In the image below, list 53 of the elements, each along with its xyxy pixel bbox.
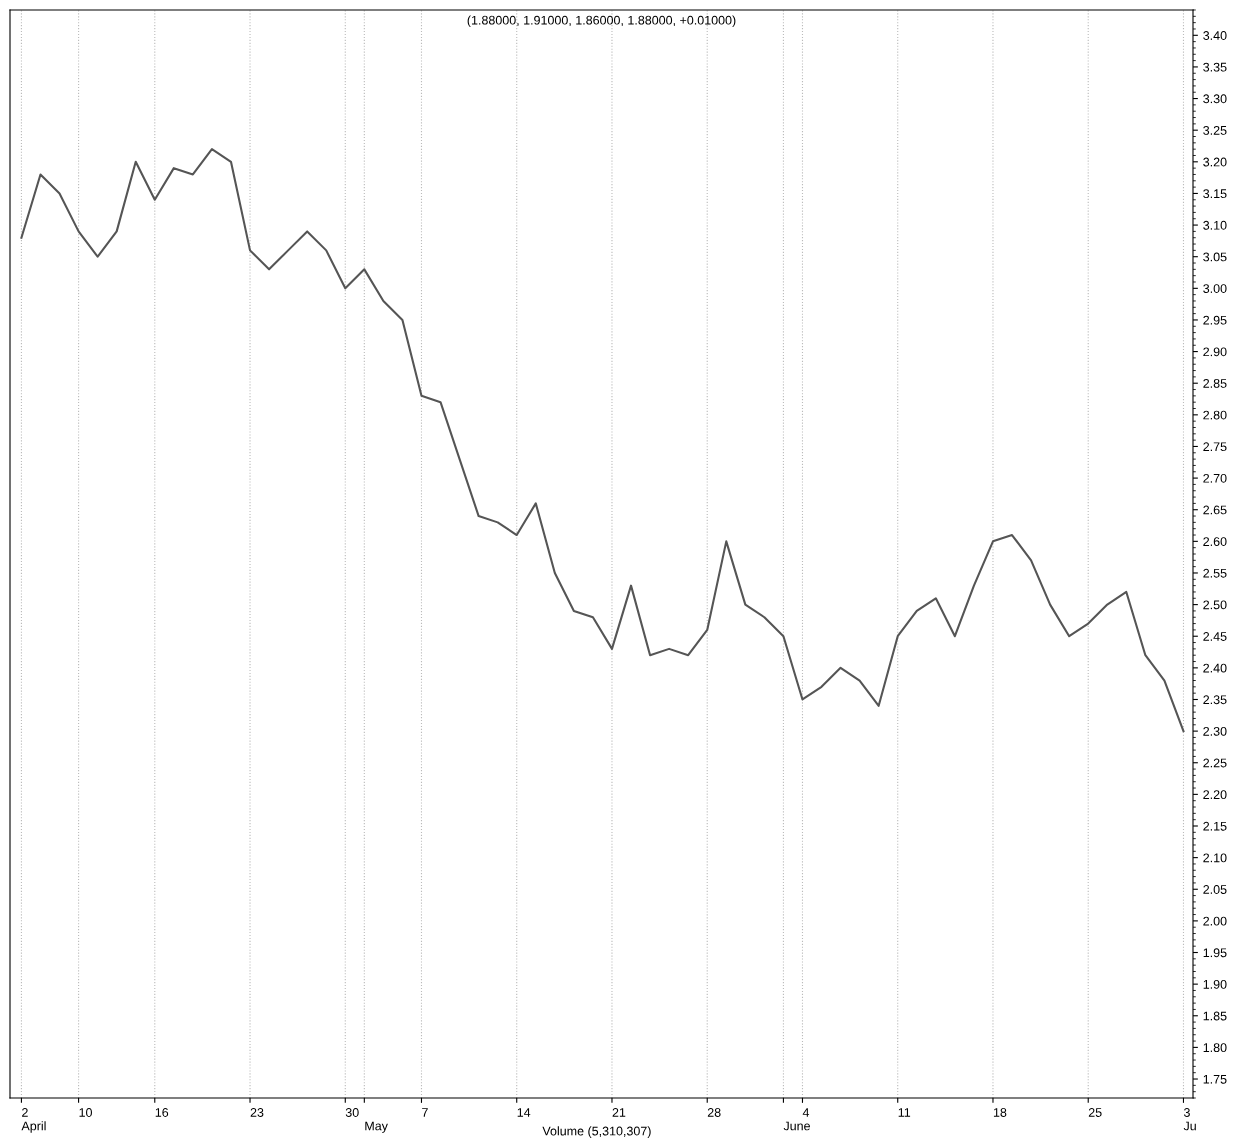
y-tick-label: 2.80 [1203, 410, 1227, 420]
y-tick-label: 2.90 [1203, 347, 1227, 357]
y-tick-label: 2.95 [1203, 315, 1227, 325]
y-tick-label: 3.25 [1203, 125, 1227, 135]
x-tick-label: 3 Ju [1183, 1108, 1196, 1131]
x-tick-label: 10 [79, 1108, 92, 1117]
y-tick-label: 2.10 [1203, 853, 1227, 863]
y-tick-label: 3.30 [1203, 94, 1227, 104]
x-tick-label: 14 [517, 1108, 531, 1117]
y-tick-label: 2.75 [1203, 442, 1227, 452]
x-tick-label: 7 [422, 1108, 428, 1117]
y-tick-label: 2.20 [1203, 790, 1227, 800]
y-tick-label: 3.05 [1203, 252, 1227, 262]
y-tick-label: 3.10 [1203, 220, 1227, 230]
y-tick-label: 3.35 [1203, 62, 1227, 72]
y-tick-label: 3.20 [1203, 157, 1227, 167]
x-tick-label: May [365, 1121, 388, 1133]
text: Volume (5,310,307) [542, 1126, 651, 1138]
x-tick-label: 25 [1088, 1108, 1102, 1117]
y-tick-label: 3.40 [1203, 31, 1227, 40]
y-tick-label: 2.15 [1203, 821, 1227, 831]
y-tick-label: 1.85 [1203, 1011, 1227, 1021]
x-tick-label: 2 April [21, 1108, 46, 1133]
y-tick-label: 2.05 [1203, 885, 1227, 894]
y-tick-label: 2.65 [1203, 505, 1227, 515]
y-tick-label: 2.30 [1203, 726, 1227, 736]
y-tick-label: 1.95 [1203, 948, 1227, 958]
x-tick-label: 28 [707, 1108, 721, 1117]
y-tick-label: 2.70 [1203, 473, 1227, 483]
y-tick-label: 3.15 [1203, 189, 1227, 199]
chart-title: (1.88000, 1.91000, 1.86000, 1.88000, +0.01000) [467, 15, 736, 28]
x-tick-label: 16 [155, 1108, 169, 1117]
y-tick-label: 2.45 [1203, 632, 1227, 641]
y-tick-label: 2.25 [1203, 758, 1227, 768]
line-series [20, 148, 1185, 733]
y-tick-label: 1.80 [1203, 1043, 1227, 1053]
y-tick-label: 2.55 [1203, 568, 1227, 578]
y-tick-label: 1.75 [1203, 1074, 1227, 1084]
y-tick-label: 1.90 [1203, 979, 1227, 989]
y-tick-label: 2.85 [1203, 379, 1227, 388]
y-tick-label: 2.60 [1203, 537, 1227, 546]
x-tick-label: 23 [250, 1108, 264, 1117]
x-tick-label: 11 [898, 1108, 911, 1117]
y-tick-label: 2.00 [1203, 916, 1227, 926]
x-tick-label: 18 [993, 1108, 1007, 1117]
x-tick-label: 30 [345, 1108, 359, 1117]
y-tick-label: 3.00 [1203, 284, 1227, 293]
y-tick-label: 2.40 [1203, 663, 1227, 673]
x-tick-label: 21 [612, 1108, 626, 1117]
x-tick-label: June [783, 1121, 810, 1131]
y-tick-label: 2.35 [1203, 695, 1227, 705]
y-tick-label: 2.50 [1203, 600, 1227, 610]
x-tick-label: 4 [802, 1108, 810, 1117]
